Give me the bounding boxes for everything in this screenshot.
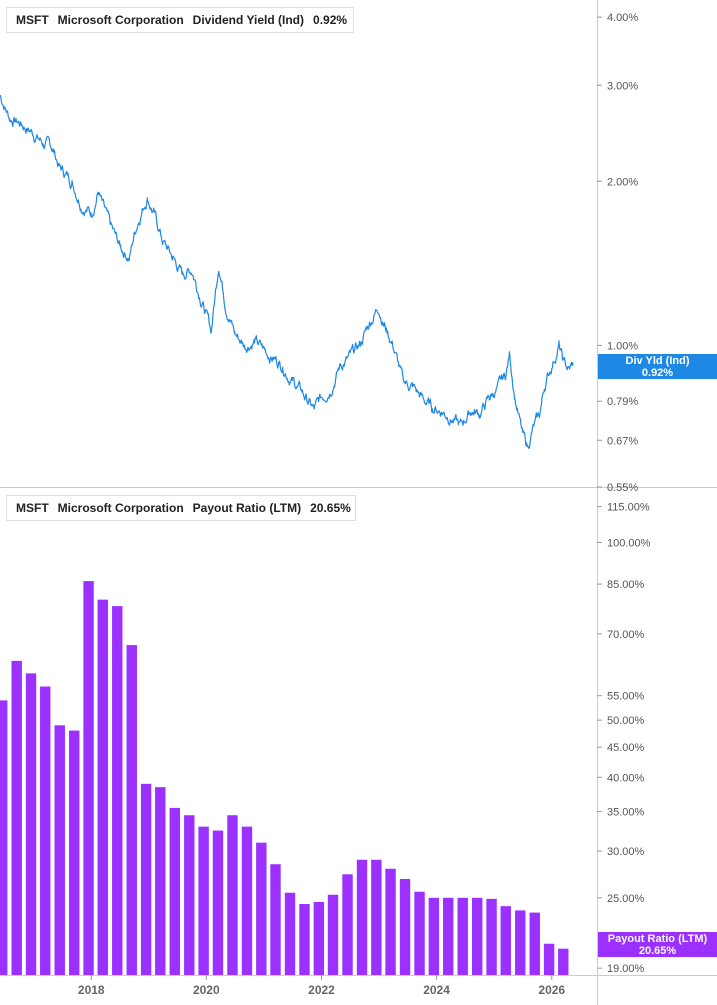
payout-bar [414,891,425,975]
payout-price-tag: Payout Ratio (LTM) 20.65% [598,932,717,957]
payout-bar [327,894,339,975]
yield-y-tick-label: 4.00% [607,12,638,24]
payout-bar [486,898,497,975]
payout-y-tick-label: 35.00% [607,807,645,819]
x-tick-label: 2020 [193,983,220,997]
payout-bar [83,581,94,975]
payout-y-tick-label: 70.00% [607,629,645,641]
payout-y-tick-label: 85.00% [607,579,645,591]
yield-legend-metric: Dividend Yield (Ind) [192,13,305,27]
payout-bar [256,842,267,975]
payout-bar [40,686,51,975]
yield-y-tick-label: 3.00% [607,80,638,92]
payout-bar [126,645,137,975]
x-tick-label: 2018 [78,983,105,997]
payout-y-tick-label: 40.00% [607,772,645,784]
yield-y-tick-label: 0.55% [607,482,638,494]
payout-bar [356,859,368,975]
payout-legend-value: 20.65% [310,501,351,515]
payout-bar [25,673,37,975]
yield-y-tick-label: 0.79% [607,396,638,408]
payout-bar [198,826,209,975]
payout-bar [270,864,281,975]
payout-bar [97,599,108,975]
payout-bar [342,874,353,975]
payout-y-tick-label: 30.00% [607,846,645,858]
payout-bar [299,904,310,975]
payout-legend-ticker: MSFT [16,501,49,515]
payout-legend-company: Microsoft Corporation [57,501,184,515]
yield-legend: MSFT Microsoft Corporation Dividend Yiel… [6,7,354,33]
yield-price-tag: Div Yld (Ind) 0.92% [598,354,717,379]
payout-bar [457,897,468,975]
payout-bar [212,830,224,975]
payout-y-tick-label: 19.00% [607,963,645,975]
payout-bar [11,660,22,975]
yield-tag-value: 0.92% [641,367,674,379]
payout-y-tick-label: 25.00% [607,893,645,905]
payout-bar [529,912,540,975]
payout-bar [69,730,80,975]
payout-bar [472,897,483,975]
payout-bar [284,892,296,975]
payout-bar [241,826,253,975]
payout-bar [558,948,569,975]
yield-y-tick-label: 1.00% [607,340,638,352]
payout-y-tick-label: 100.00% [607,537,651,549]
payout-legend-metric: Payout Ratio (LTM) [192,501,302,515]
payout-bar [443,897,454,975]
payout-y-tick-label: 45.00% [607,742,645,754]
payout-bar [140,783,152,975]
payout-tag-value: 20.65% [638,945,677,957]
payout-bar [54,725,65,975]
payout-bar [371,859,382,975]
yield-legend-ticker: MSFT [16,13,49,27]
payout-bar [0,700,8,975]
payout-y-tick-label: 115.00% [607,502,650,514]
payout-bars [0,581,569,975]
payout-bar [155,787,166,975]
yield-y-tick-label: 0.67% [607,435,638,447]
yield-line [0,94,574,449]
payout-bar [515,910,526,975]
x-tick-label: 2022 [308,983,335,997]
payout-bar [313,901,325,975]
payout-bar [385,868,396,975]
payout-bar [399,879,411,975]
payout-bar [169,807,180,975]
x-tick-label: 2024 [423,983,450,997]
payout-tag-label: Payout Ratio (LTM) [607,933,708,945]
payout-bar [112,606,123,975]
payout-bar [184,815,195,975]
payout-legend: MSFT Microsoft Corporation Payout Ratio … [6,495,356,521]
yield-legend-value: 0.92% [313,13,348,27]
payout-bar [428,897,440,975]
payout-bar [543,943,555,975]
payout-bar [227,815,238,975]
yield-line-group [0,94,574,449]
yield-y-tick-label: 2.00% [607,176,638,188]
yield-legend-company: Microsoft Corporation [57,13,184,27]
payout-y-tick-label: 50.00% [607,715,645,727]
payout-bar [500,906,511,975]
yield-tag-label: Div Yld (Ind) [625,355,690,367]
payout-y-tick-label: 55.00% [607,691,645,703]
x-tick-label: 2026 [538,983,565,997]
